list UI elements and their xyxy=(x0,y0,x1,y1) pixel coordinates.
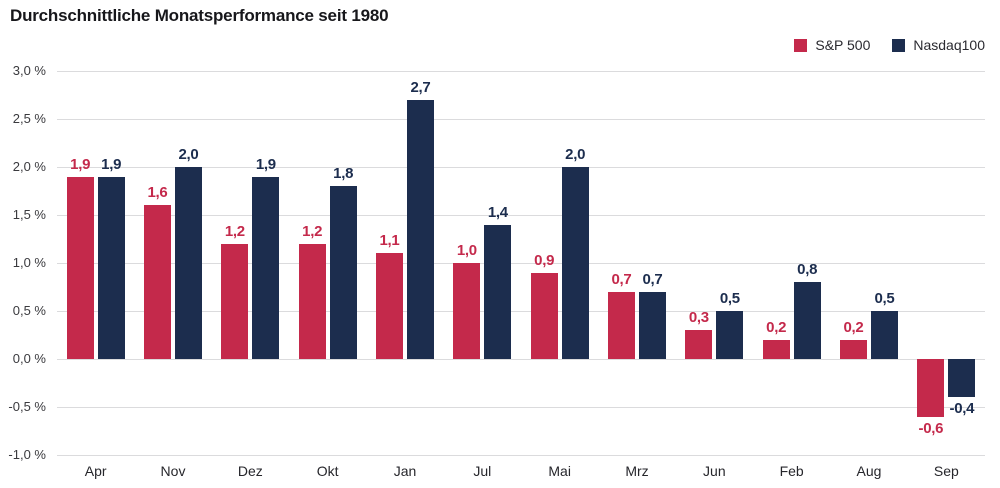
x-tick-label-aug: Aug xyxy=(856,463,882,479)
bar-nasdaq100-mai xyxy=(561,167,589,359)
bar-value-label: 0,7 xyxy=(642,270,663,288)
x-tick-label-dez: Dez xyxy=(237,463,263,479)
bar-value-label: 1,6 xyxy=(147,184,168,202)
bar-value-label: 0,9 xyxy=(534,251,555,269)
bar-value-label: 0,7 xyxy=(611,270,632,288)
x-tick-label-mai: Mai xyxy=(548,463,571,479)
x-tick-label-sep: Sep xyxy=(933,463,959,479)
gridline xyxy=(57,71,985,72)
gridline xyxy=(57,455,985,456)
x-tick-label-okt: Okt xyxy=(316,463,339,479)
x-tick-label-jun: Jun xyxy=(703,463,726,479)
bar-value-label: 1,8 xyxy=(333,165,354,183)
plot-area: 3,0 % 2,5 % 2,0 % 1,5 % 1,0 % 0,5 % 0,0 % -0,5 … xyxy=(8,63,985,479)
bar-value-label: 2,0 xyxy=(565,146,586,163)
x-tick-label-jul: Jul xyxy=(473,463,492,479)
bar-sp500-jul xyxy=(453,263,481,359)
y-tick-label: 3,0 % xyxy=(12,63,46,78)
bar-value-label: 1,1 xyxy=(379,232,400,250)
legend-label: S&P 500 xyxy=(815,37,871,53)
y-tick-label: -0,5 % xyxy=(8,399,46,414)
bar-nasdaq100-jul xyxy=(484,224,512,359)
chart-title: Durchschnittliche Monatsperformance seit… xyxy=(10,6,389,25)
bar-value-label: 0,2 xyxy=(843,318,864,336)
y-tick-label: -1,0 % xyxy=(8,447,46,462)
bar-nasdaq100-sep xyxy=(948,359,976,398)
bar-value-label: 0,5 xyxy=(874,290,895,307)
bar-value-label: 1,0 xyxy=(456,242,477,259)
legend-label: Nasdaq100 xyxy=(913,37,985,53)
x-tick-label-jan: Jan xyxy=(393,463,417,479)
bar-nasdaq100-feb xyxy=(793,282,821,359)
bar-value-label: 0,3 xyxy=(688,309,709,327)
y-tick-label: 1,5 % xyxy=(12,207,46,222)
bar-sp500-mrz xyxy=(608,291,635,359)
bar-value-label: 0,8 xyxy=(797,261,818,279)
bar-sp500-jun xyxy=(685,330,713,359)
gridline xyxy=(57,167,985,168)
bar-value-label: 1,4 xyxy=(487,203,508,221)
bar-nasdaq100-aug xyxy=(871,311,898,359)
gridline xyxy=(57,311,985,312)
y-tick-label: 2,0 % xyxy=(12,159,46,174)
legend-swatch-icon xyxy=(892,38,906,52)
bar-sp500-nov xyxy=(144,205,171,359)
gridline xyxy=(57,119,985,120)
y-tick-label: 0,0 % xyxy=(12,351,46,366)
legend: S&P 500 Nasdaq100 xyxy=(794,37,985,53)
x-tick-label-nov: Nov xyxy=(160,463,186,479)
bar-nasdaq100-jun xyxy=(716,311,744,359)
gridline xyxy=(57,359,985,360)
gridline xyxy=(57,407,985,408)
bar-value-label: -0,6 xyxy=(918,419,944,437)
x-tick-label-mrz: Mrz xyxy=(625,463,649,479)
bar-sp500-sep xyxy=(917,359,945,417)
bar-nasdaq100-dez xyxy=(252,176,280,359)
bar-nasdaq100-jan xyxy=(407,99,434,359)
bar-nasdaq100-nov xyxy=(175,167,202,359)
legend-item: S&P 500 xyxy=(794,37,870,53)
bar-value-label: -0,4 xyxy=(949,400,975,418)
bar-sp500-jan xyxy=(376,253,403,359)
bar-value-label: 1,9 xyxy=(101,155,122,173)
legend-swatch-icon xyxy=(794,38,808,52)
y-tick-label: 0,5 % xyxy=(12,303,46,318)
bar-value-label: 2,0 xyxy=(178,146,199,163)
bar-sp500-feb xyxy=(762,339,790,359)
bar-value-label: 1,9 xyxy=(70,155,91,173)
bar-value-label: 0,2 xyxy=(766,318,787,336)
bar-sp500-aug xyxy=(840,339,867,359)
y-tick-label: 2,5 % xyxy=(12,111,46,126)
bar-value-label: 1,9 xyxy=(255,155,276,173)
y-tick-label: 1,0 % xyxy=(12,255,46,270)
bar-sp500-dez xyxy=(221,243,249,359)
bar-nasdaq100-apr xyxy=(97,176,125,359)
gridline xyxy=(57,263,985,264)
bar-sp500-okt xyxy=(298,243,326,359)
bar-value-label: 2,7 xyxy=(410,78,431,96)
x-tick-label-apr: Apr xyxy=(84,463,107,479)
gridline xyxy=(57,215,985,216)
x-tick-label-feb: Feb xyxy=(779,463,804,479)
bar-nasdaq100-mrz xyxy=(639,291,666,359)
bar-sp500-apr xyxy=(66,176,94,359)
bar-value-label: 1,2 xyxy=(302,222,323,240)
bar-sp500-mai xyxy=(530,272,558,359)
legend-item: Nasdaq100 xyxy=(892,37,985,53)
bar-value-label: 0,5 xyxy=(719,290,740,307)
bar-nasdaq100-okt xyxy=(329,186,357,359)
bar-value-label: 1,2 xyxy=(224,222,245,240)
